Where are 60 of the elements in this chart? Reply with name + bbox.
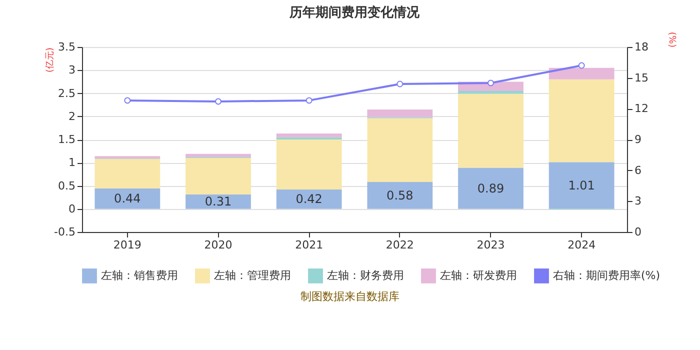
data-label: 0.44 [114, 192, 141, 206]
bar [186, 154, 251, 158]
bar [458, 168, 524, 209]
bar [367, 182, 433, 209]
y2-axis-title: (%) [666, 32, 676, 48]
data-label: 0.31 [204, 194, 232, 209]
bar [276, 133, 342, 138]
bar [94, 158, 160, 189]
point [396, 80, 404, 88]
text: 制图数据来自数据库 [300, 290, 400, 303]
bar [367, 109, 433, 118]
legend-label: 右轴：期间费用率(%) [553, 268, 660, 282]
chart-title: 历年期间费用变化情况 [288, 4, 420, 20]
y-axis-title: (亿元) [44, 48, 56, 73]
y-tick-label: 3.5 [58, 40, 76, 54]
point [488, 80, 494, 86]
y2-tick-label: 15 [634, 71, 648, 84]
bar [458, 94, 524, 168]
bar [186, 194, 251, 209]
data-label: 0.58 [386, 188, 414, 202]
x-tick-label: 2024 [568, 238, 596, 252]
bar [94, 188, 160, 209]
y-tick-label: 0 [68, 202, 76, 216]
bar [458, 90, 524, 94]
data-label: 0.42 [296, 192, 322, 206]
y-tick-label: 2.5 [58, 86, 76, 100]
point [124, 97, 131, 104]
point [306, 97, 312, 104]
y2-tick-label: 3 [634, 194, 642, 208]
y2-tick-label: 9 [634, 133, 642, 146]
bar [276, 189, 342, 209]
x-tick-label: 2019 [113, 238, 142, 252]
x-tick-label: 2023 [476, 238, 505, 252]
x-tick-label: 2020 [204, 238, 232, 252]
legend-label: 左轴：研发费用 [440, 268, 517, 282]
y-tick-label: 1 [68, 156, 76, 170]
bar [276, 140, 342, 190]
data-label: 0.89 [477, 181, 504, 196]
data-label: 1.01 [568, 178, 595, 193]
y2-tick-label: 12 [634, 102, 648, 116]
y-tick-label: -0.5 [54, 226, 76, 238]
bar [548, 162, 614, 209]
bar [367, 118, 433, 182]
legend-label: 左轴：管理费用 [214, 268, 291, 282]
y-tick-label: 0.5 [58, 179, 76, 192]
bar [186, 158, 251, 195]
x-tick-label: 2022 [386, 238, 414, 252]
y2-tick-label: 6 [634, 164, 642, 177]
y2-tick-label: 18 [634, 40, 648, 54]
bar [548, 79, 614, 162]
legend-label: 左轴：财务费用 [327, 268, 404, 282]
x-tick-label: 2021 [295, 238, 324, 252]
point [215, 98, 222, 105]
y2-tick-label: 0 [634, 226, 642, 238]
legend-label: 左轴：销售费用 [101, 268, 178, 282]
y-tick-label: 3 [68, 64, 76, 77]
y-tick-label: 1.5 [58, 133, 76, 146]
bar [548, 68, 614, 80]
y-tick-label: 2 [68, 110, 76, 123]
point [578, 62, 585, 69]
